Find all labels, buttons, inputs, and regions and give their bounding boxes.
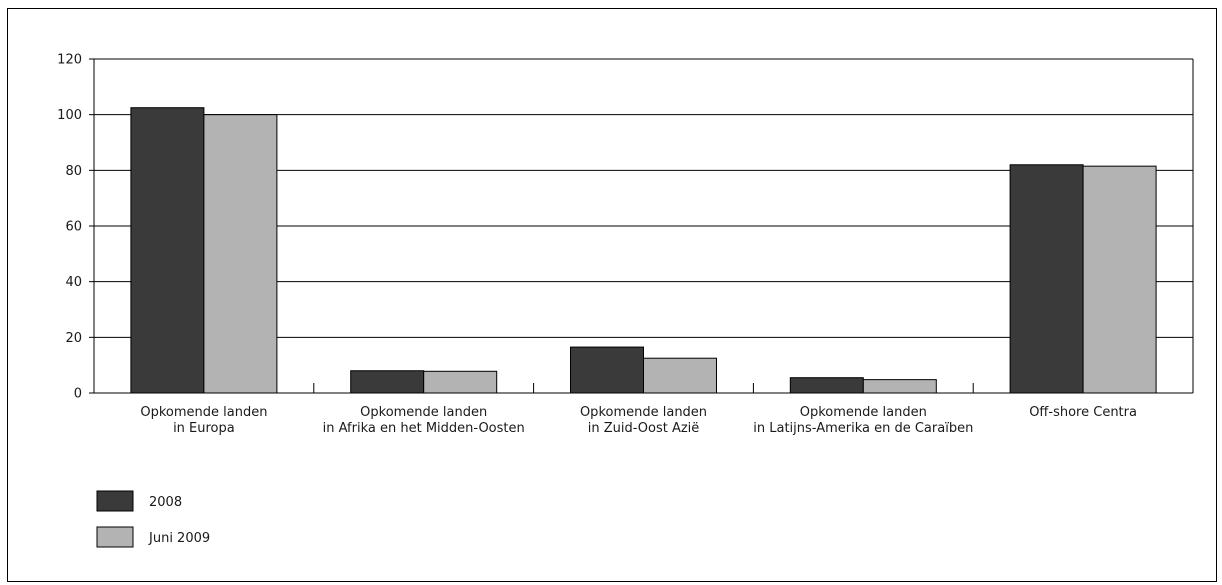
y-tick-label-100: 100 xyxy=(57,108,82,123)
x-tick-label-line: in Latijns-Amerika en de Caraïben xyxy=(753,421,973,436)
x-tick-label-4: Off-shore Centra xyxy=(1029,405,1137,420)
axes xyxy=(89,58,1194,394)
bar-series2-2 xyxy=(643,357,717,394)
legend-label-2: Juni 2009 xyxy=(148,531,210,546)
x-tick-label-line: Opkomende landen xyxy=(800,405,927,420)
bar-series2-4 xyxy=(1082,165,1157,394)
bars xyxy=(130,107,1157,394)
y-tick-label-120: 120 xyxy=(57,53,82,68)
chart-frame: 0 20 40 60 80 100 120 Opkomende landen in Europ… xyxy=(7,8,1217,582)
x-tick-label-line: Opkomende landen xyxy=(140,405,267,420)
bar-series1-4 xyxy=(1009,164,1084,394)
bar-series2-1 xyxy=(423,370,498,394)
bar-series1-0 xyxy=(130,107,205,394)
y-tick-label-40: 40 xyxy=(65,275,82,290)
bar-series1-2 xyxy=(570,346,644,394)
x-tick-label-line: in Afrika en het Midden-Oosten xyxy=(323,421,525,436)
x-tick-label-0: Opkomende landen in Europa xyxy=(140,405,267,436)
x-tick-label-line: Opkomende landen xyxy=(580,405,707,420)
x-tick-label-line: Off-shore Centra xyxy=(1029,405,1137,420)
x-tick-label-line: in Zuid-Oost Azië xyxy=(588,421,700,436)
y-tick-label-0: 0 xyxy=(74,387,82,402)
x-tick-label-line: in Europa xyxy=(173,421,235,436)
y-tick-label-60: 60 xyxy=(65,220,82,235)
bar-series2-3 xyxy=(862,379,937,394)
legend-swatch-2 xyxy=(96,526,134,548)
bar-series1-1 xyxy=(350,370,425,394)
y-tick-labels: 0 20 40 60 80 100 120 xyxy=(57,53,82,402)
legend: 2008 Juni 2009 xyxy=(96,490,210,548)
bar-series1-3 xyxy=(789,377,864,394)
x-tick-label-2: Opkomende landen in Zuid-Oost Azië xyxy=(580,405,707,436)
y-tick-label-80: 80 xyxy=(65,164,82,179)
x-tick-label-1: Opkomende landen in Afrika en het Midden-… xyxy=(323,405,525,436)
bar-series2-0 xyxy=(203,114,278,394)
legend-label-1: 2008 xyxy=(149,495,182,510)
x-tick-label-line: Opkomende landen xyxy=(360,405,487,420)
x-tick-label-3: Opkomende landen in Latijns-Amerika en de… xyxy=(753,405,973,436)
y-tick-label-20: 20 xyxy=(65,331,82,346)
legend-swatch-1 xyxy=(96,490,134,512)
